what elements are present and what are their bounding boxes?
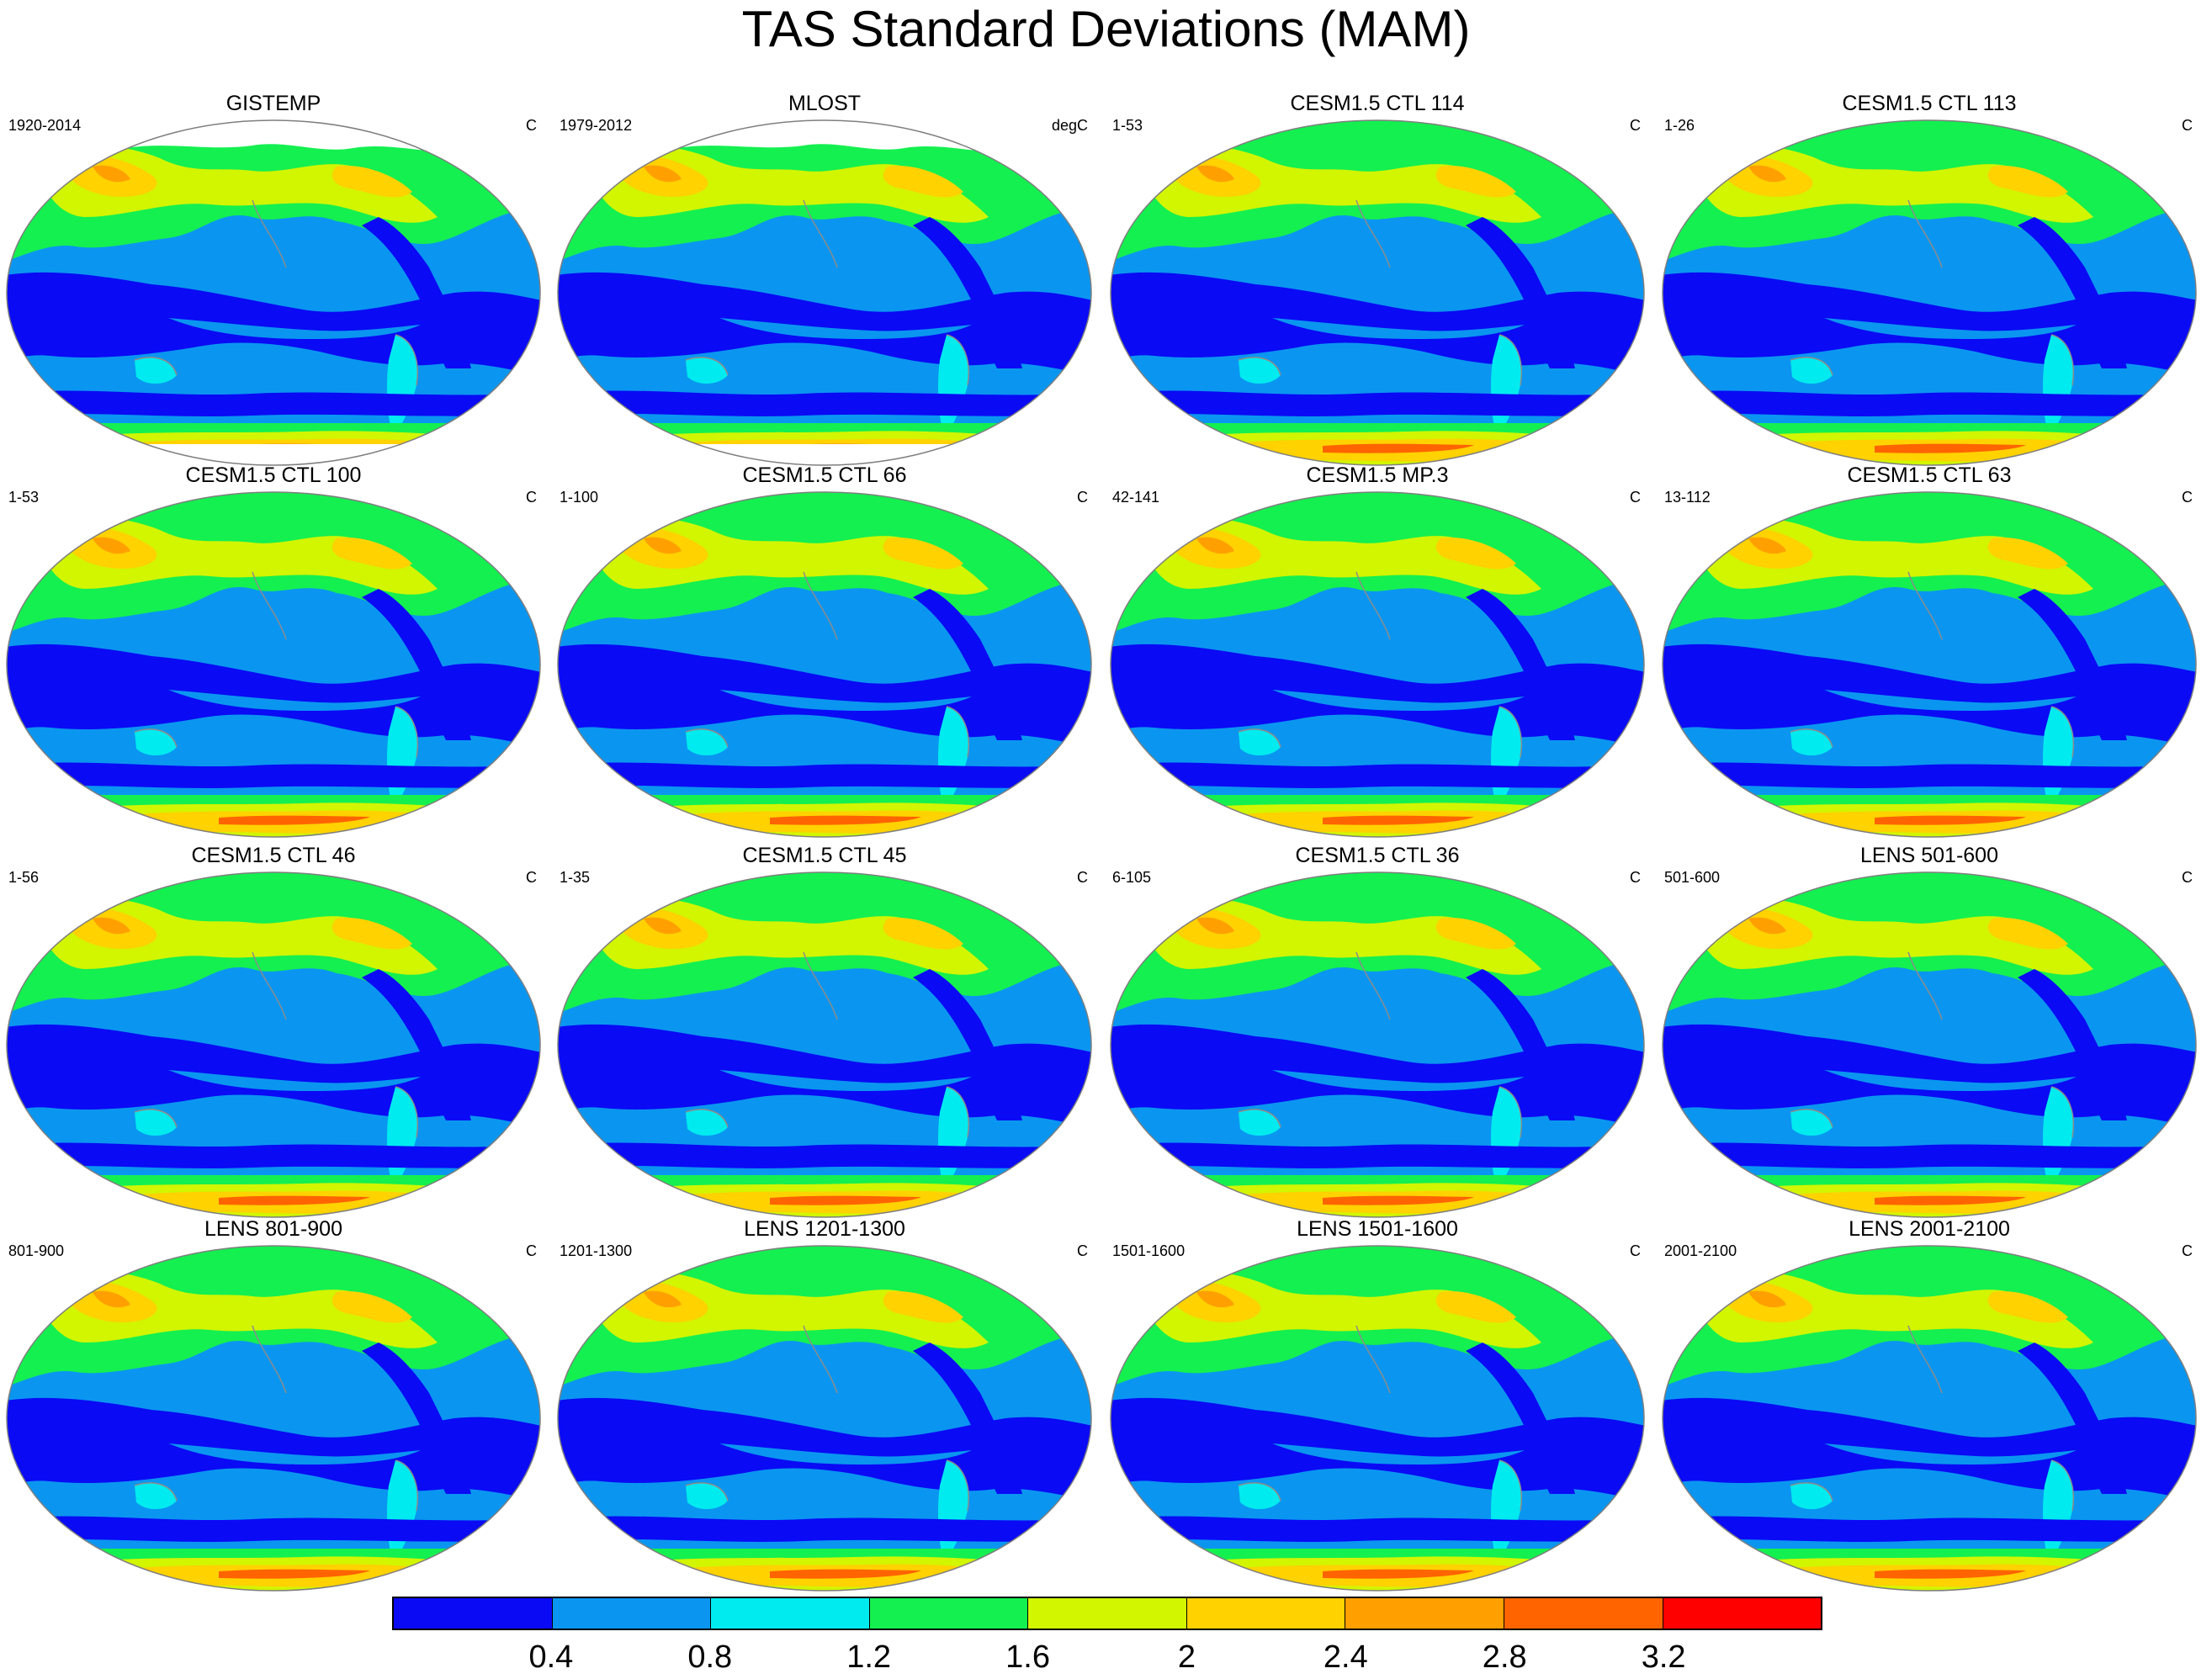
panel-title: LENS 2001-2100 bbox=[1849, 1217, 2010, 1241]
panel-years: 42-141 bbox=[1112, 489, 1160, 506]
panel-title: CESM1.5 CTL 100 bbox=[185, 463, 362, 487]
panel-units: C bbox=[1077, 489, 1088, 506]
map-field bbox=[1662, 491, 2197, 838]
panel-units: C bbox=[526, 489, 537, 506]
panel-units: C bbox=[1630, 1242, 1641, 1259]
map-panel: CESM1.5 CTL 114 1-53 C bbox=[1104, 91, 1651, 495]
map-field bbox=[6, 1245, 541, 1592]
map-panel: CESM1.5 CTL 36 6-105 C bbox=[1104, 843, 1651, 1247]
panel-years: 1-56 bbox=[8, 869, 40, 886]
panel-title: CESM1.5 CTL 114 bbox=[1290, 92, 1465, 115]
panel-units: C bbox=[1077, 869, 1088, 886]
panel-years: 1-35 bbox=[560, 869, 591, 886]
colorbar-tick-label: 1.6 bbox=[1005, 1639, 1050, 1675]
map-panel: LENS 801-900 801-900 C bbox=[0, 1216, 547, 1620]
map-panel: CESM1.5 CTL 46 1-56 C bbox=[0, 843, 547, 1247]
panel-years: 501-600 bbox=[1664, 869, 1721, 886]
panel-title: CESM1.5 CTL 113 bbox=[1842, 92, 2017, 115]
map-panel: CESM1.5 CTL 66 1-100 C bbox=[551, 463, 1098, 866]
map-panel: GISTEMP 1920-2014 C bbox=[0, 91, 547, 495]
panel-title: LENS 1201-1300 bbox=[744, 1217, 905, 1241]
panel-years: 1979-2012 bbox=[560, 117, 633, 134]
map-panel: CESM1.5 CTL 45 1-35 C bbox=[551, 843, 1098, 1247]
colorbar-box bbox=[869, 1598, 1029, 1629]
panel-title: CESM1.5 CTL 63 bbox=[1847, 463, 2012, 487]
panel-years: 1-26 bbox=[1664, 117, 1695, 134]
map-field bbox=[557, 491, 1092, 838]
panel-units: degC bbox=[1051, 117, 1088, 134]
panel-title: CESM1.5 CTL 36 bbox=[1295, 844, 1460, 867]
colorbar bbox=[392, 1597, 1822, 1630]
panel-title: MLOST bbox=[788, 92, 862, 115]
panel-units: C bbox=[526, 117, 537, 134]
map-field bbox=[557, 119, 1092, 466]
panel-years: 6-105 bbox=[1112, 869, 1152, 886]
panel-units: C bbox=[1630, 117, 1641, 134]
panel-years: 1201-1300 bbox=[560, 1242, 633, 1259]
map-panel: LENS 501-600 501-600 C bbox=[1656, 843, 2203, 1247]
map-field bbox=[1662, 1245, 2197, 1592]
map-panel: CESM1.5 MP.3 42-141 C bbox=[1104, 463, 1651, 866]
colorbar-tick-label: 2 bbox=[1177, 1639, 1196, 1675]
map-panel: LENS 1201-1300 1201-1300 C bbox=[551, 1216, 1098, 1620]
panel-title: CESM1.5 CTL 45 bbox=[742, 844, 907, 867]
map-field bbox=[1110, 119, 1645, 466]
panel-title: LENS 501-600 bbox=[1859, 844, 1998, 867]
map-panel: LENS 1501-1600 1501-1600 C bbox=[1104, 1216, 1651, 1620]
map-panel: CESM1.5 CTL 113 1-26 C bbox=[1656, 91, 2203, 495]
map-field bbox=[557, 871, 1092, 1218]
map-field bbox=[1110, 491, 1645, 838]
colorbar-box bbox=[1504, 1598, 1663, 1629]
figure-title: TAS Standard Deviations (MAM) bbox=[741, 1, 1471, 57]
colorbar-tick-label: 1.2 bbox=[846, 1639, 892, 1675]
panel-title: CESM1.5 CTL 66 bbox=[742, 463, 907, 487]
panel-units: C bbox=[1630, 869, 1641, 886]
panel-units: C bbox=[2182, 117, 2193, 134]
panel-years: 1501-1600 bbox=[1112, 1242, 1186, 1259]
map-field bbox=[6, 491, 541, 838]
panel-units: C bbox=[526, 869, 537, 886]
colorbar-tick-label: 0.8 bbox=[687, 1639, 733, 1675]
panel-years: 801-900 bbox=[8, 1242, 65, 1259]
panel-units: C bbox=[1630, 489, 1641, 506]
colorbar-box bbox=[1028, 1598, 1187, 1629]
panel-title: GISTEMP bbox=[225, 92, 321, 115]
colorbar-tick-label: 0.4 bbox=[528, 1639, 574, 1675]
panel-years: 13-112 bbox=[1664, 489, 1711, 506]
map-field bbox=[1110, 871, 1645, 1218]
panel-years: 1-100 bbox=[560, 489, 599, 506]
map-panel: LENS 2001-2100 2001-2100 C bbox=[1656, 1216, 2203, 1620]
colorbar-tick-label: 3.2 bbox=[1641, 1639, 1686, 1675]
colorbar-tick-label: 2.4 bbox=[1323, 1639, 1368, 1675]
colorbar-box bbox=[552, 1598, 712, 1629]
panel-units: C bbox=[2182, 1242, 2193, 1259]
panel-title: CESM1.5 CTL 46 bbox=[191, 844, 356, 867]
panel-years: 1-53 bbox=[1112, 117, 1143, 134]
map-field bbox=[1110, 1245, 1645, 1592]
colorbar-box bbox=[1186, 1598, 1346, 1629]
colorbar-box bbox=[711, 1598, 870, 1629]
map-panel: CESM1.5 CTL 100 1-53 C bbox=[0, 463, 547, 866]
colorbar-box bbox=[1345, 1598, 1504, 1629]
colorbar-tick-label: 2.8 bbox=[1482, 1639, 1527, 1675]
panel-title: LENS 1501-1600 bbox=[1297, 1217, 1458, 1241]
map-field bbox=[6, 119, 541, 466]
panel-units: C bbox=[2182, 869, 2193, 886]
panel-units: C bbox=[1077, 1242, 1088, 1259]
panel-title: CESM1.5 MP.3 bbox=[1306, 463, 1449, 487]
map-field bbox=[6, 871, 541, 1218]
panel-years: 1920-2014 bbox=[8, 117, 82, 134]
map-panel: CESM1.5 CTL 63 13-112 C bbox=[1656, 463, 2203, 866]
map-field bbox=[1662, 119, 2197, 466]
panel-units: C bbox=[526, 1242, 537, 1259]
panel-years: 1-53 bbox=[8, 489, 40, 506]
colorbar-box bbox=[394, 1598, 553, 1629]
panel-units: C bbox=[2182, 489, 2193, 506]
map-field bbox=[1662, 871, 2197, 1218]
colorbar-box bbox=[1663, 1598, 1822, 1629]
map-field bbox=[557, 1245, 1092, 1592]
panel-title: LENS 801-900 bbox=[204, 1217, 342, 1241]
panel-years: 2001-2100 bbox=[1664, 1242, 1737, 1259]
map-panel: MLOST 1979-2012 degC bbox=[551, 91, 1098, 495]
